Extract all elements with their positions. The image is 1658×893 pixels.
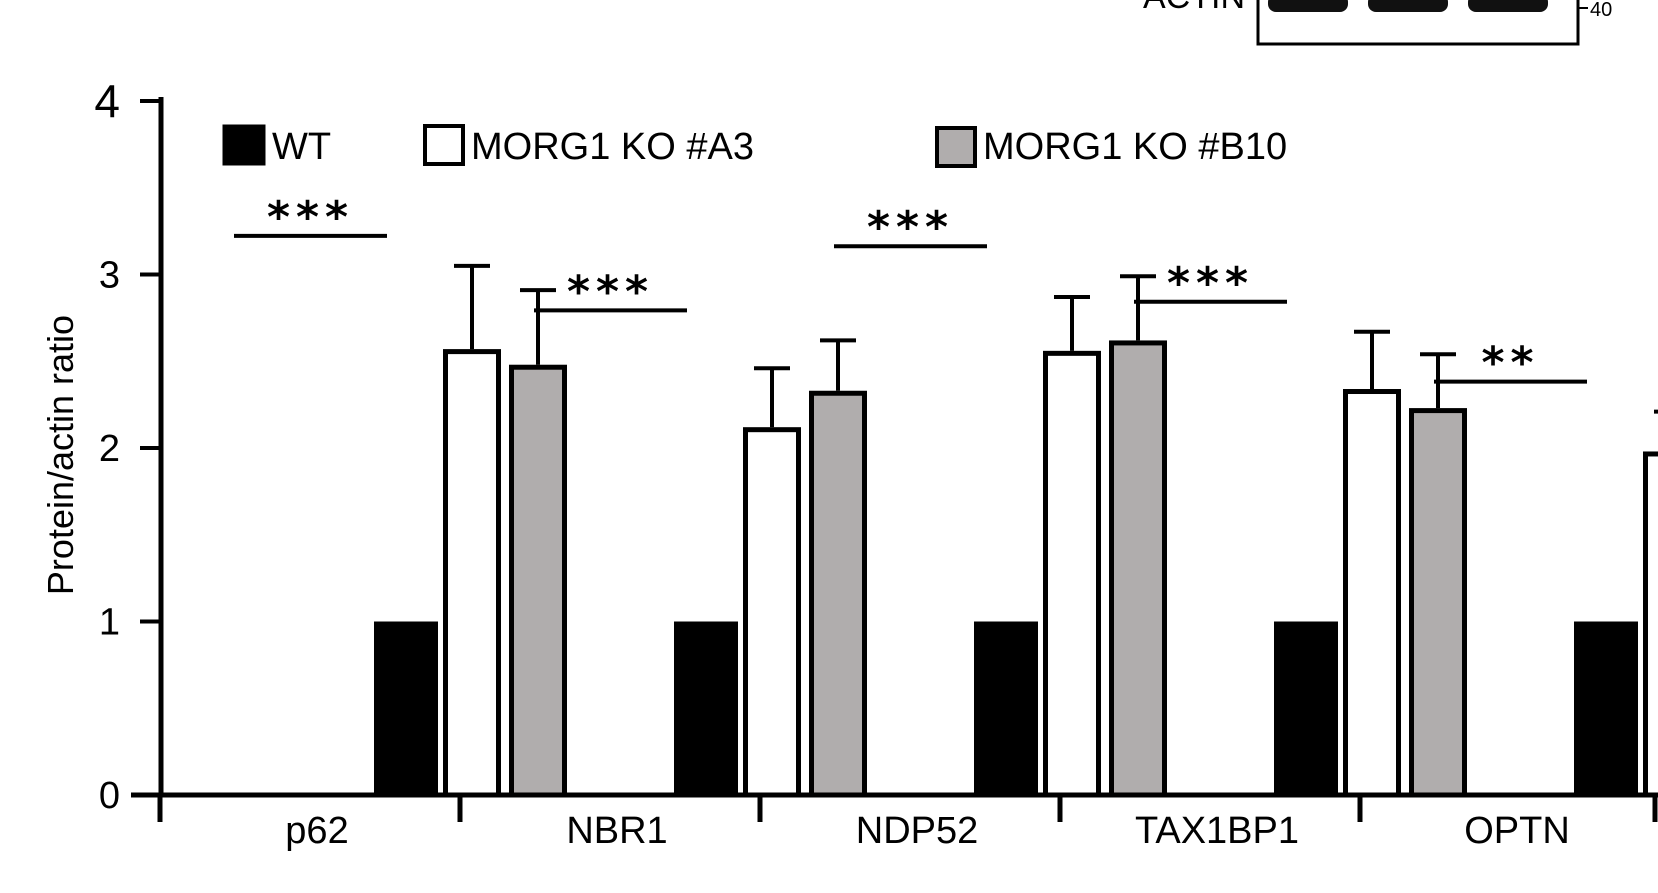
blot-inset: ACTIN 40 [1143,0,1612,46]
y-axis-label: Protein/actin ratio [40,315,81,595]
legend-label-a3: MORG1 KO #A3 [471,126,754,168]
legend-label-b10: MORG1 KO #B10 [983,126,1287,168]
bar-tax1bp1-s2 [1409,408,1467,798]
blot-marker-label: 40 [1590,0,1612,21]
significance-markers: ************** [234,192,1587,389]
bar-tax1bp1-wt [1274,621,1338,795]
legend: WT MORG1 KO #A3 MORG1 KO #B10 [222,124,1287,168]
x-tick-label: TAX1BP1 [1135,810,1299,852]
x-tick-label: NBR1 [566,810,667,852]
legend-item-a3: MORG1 KO #A3 [423,124,754,168]
legend-swatch-a3 [423,124,465,166]
bar-tax1bp1-s1 [1343,389,1401,798]
bar-optn-wt [1574,621,1638,795]
x-tick-label: NDP52 [856,810,979,852]
legend-item-b10: MORG1 KO #B10 [935,126,1287,168]
y-ticks: 0 1 2 3 4 [94,75,161,817]
significance-label: *** [867,202,954,253]
bar-ndp52-s2 [1109,340,1167,798]
x-tick-label: OPTN [1464,810,1570,852]
bar-p62-s1 [443,349,501,798]
y-tick-label: 3 [99,255,120,297]
bar-nbr1-s1 [743,427,801,798]
bar-p62-s2 [509,364,567,798]
significance-label: *** [267,192,354,243]
legend-swatch-b10 [935,126,977,168]
bar-ndp52-s1 [1043,350,1101,798]
bars [374,263,1658,798]
bar-p62-wt [374,621,438,795]
legend-label-wt: WT [272,126,331,168]
significance-label: *** [567,266,654,317]
y-tick-label: 1 [99,602,120,644]
legend-swatch-wt [222,124,266,166]
y-tick-label: 0 [99,775,120,817]
legend-item-wt: WT [222,124,331,168]
bar-nbr1-wt [674,621,738,795]
blot-band-2 [1368,0,1448,12]
bar-ndp52-wt [974,621,1038,795]
bar-nbr1-s2 [809,390,867,798]
x-tick-label: p62 [285,810,348,852]
blot-label: ACTIN [1143,0,1245,16]
significance-label: *** [1167,258,1254,309]
y-tick-label: 4 [94,75,120,127]
significance-label: ** [1481,338,1539,389]
blot-band-3 [1468,0,1548,12]
x-ticks: p62 NBR1 NDP52 TAX1BP1 OPTN [157,795,1658,852]
blot-band-1 [1268,0,1348,12]
y-tick-label: 2 [99,428,120,470]
bar-optn-s1 [1643,451,1658,798]
